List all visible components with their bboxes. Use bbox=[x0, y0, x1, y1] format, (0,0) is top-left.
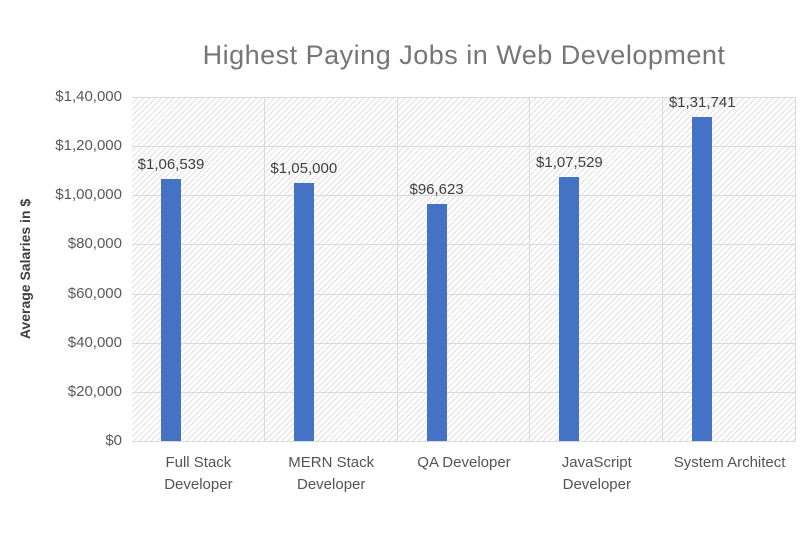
x-axis-label-qa-developer: QA Developer bbox=[394, 452, 534, 474]
y-tick-label: $0 bbox=[105, 432, 122, 449]
bar-javascript-developer bbox=[559, 176, 580, 441]
data-label-javascript-developer: $1,07,529 bbox=[536, 153, 603, 171]
x-axis-label-javascript-developer: JavaScript Developer bbox=[527, 452, 667, 496]
data-label-mern-stack-developer: $1,05,000 bbox=[270, 160, 338, 177]
x-axis-label-line: QA Developer bbox=[417, 454, 511, 471]
gridline-horizontal bbox=[132, 244, 796, 246]
x-axis-label-line: Full Stack bbox=[165, 454, 232, 471]
y-tick-label: $80,000 bbox=[67, 235, 122, 253]
y-tick-label: $60,000 bbox=[67, 284, 122, 302]
gridline-vertical bbox=[795, 97, 796, 441]
gridline-horizontal bbox=[132, 146, 796, 148]
gridline-vertical bbox=[662, 97, 663, 441]
chart-title: Highest Paying Jobs in Web Development bbox=[202, 40, 726, 70]
gridline-horizontal bbox=[132, 293, 796, 295]
x-axis-label-full-stack-developer: Full Stack Developer bbox=[128, 452, 268, 496]
y-tick-label: $1,40,000 bbox=[55, 88, 122, 105]
bar-mern-stack-developer bbox=[293, 183, 314, 441]
plot-area: $1,06,539 $1,05,000 $96,623 $1,07,529 $1,31,… bbox=[132, 94, 796, 442]
gridline-vertical bbox=[264, 97, 265, 441]
data-label-full-stack-developer: $1,06,539 bbox=[137, 156, 205, 174]
x-axis-label-system-architect: System Architect bbox=[660, 452, 800, 474]
gridline-horizontal bbox=[132, 97, 796, 98]
data-label-system-architect: $1,31,741 bbox=[668, 94, 736, 112]
gridline-vertical bbox=[397, 97, 398, 441]
y-tick-label: $1,20,000 bbox=[55, 137, 122, 155]
gridline-horizontal bbox=[132, 195, 796, 197]
data-label-qa-developer: $96,623 bbox=[409, 180, 464, 198]
gridline-horizontal bbox=[132, 342, 796, 344]
bar-system-architect bbox=[692, 117, 713, 441]
gridline-vertical bbox=[529, 97, 530, 441]
bar-full-stack-developer bbox=[161, 179, 181, 441]
x-axis-label-line: Developer bbox=[164, 476, 233, 493]
x-axis-label-line: Developer bbox=[297, 476, 366, 493]
x-axis-label-mern-stack-developer: MERN Stack Developer bbox=[261, 452, 401, 496]
x-axis-label-line: MERN Stack bbox=[288, 454, 375, 471]
x-axis-label-line: Developer bbox=[562, 476, 631, 493]
y-tick-label: $20,000 bbox=[67, 382, 122, 400]
x-axis-label-line: System Architect bbox=[673, 454, 786, 471]
gridline-horizontal bbox=[132, 391, 796, 393]
y-tick-label: $40,000 bbox=[67, 333, 122, 351]
y-axis-title: Average Salaries in $ bbox=[17, 198, 33, 340]
bar-qa-developer bbox=[426, 203, 447, 441]
x-axis-label-line: JavaScript bbox=[561, 454, 632, 471]
y-tick-label: $1,00,000 bbox=[55, 186, 122, 204]
